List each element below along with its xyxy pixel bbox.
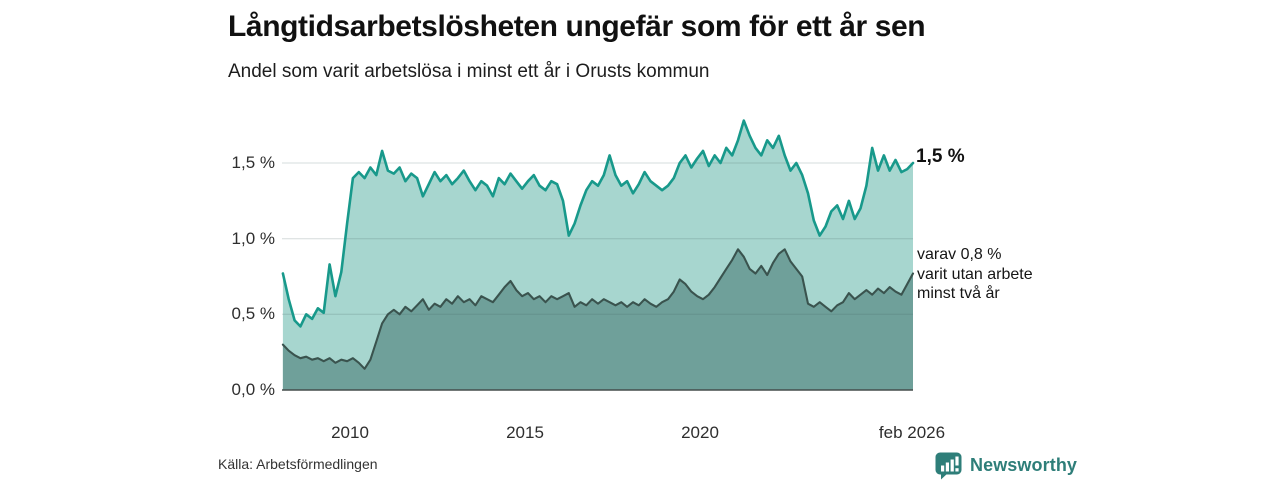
source-attribution: Källa: Arbetsförmedlingen: [218, 456, 378, 472]
series2-end-annotation: varav 0,8 % varit utan arbete minst två …: [917, 245, 1033, 304]
series2-annotation-line-3: minst två år: [917, 285, 1000, 302]
y-tick-0-5: 0,5 %: [231, 304, 275, 323]
newsworthy-logo-icon: [935, 452, 962, 480]
series-area-2: [282, 249, 913, 390]
x-tick-feb-2026: feb 2026: [878, 423, 946, 442]
x-tick-2010: 2010: [331, 423, 369, 442]
y-tick-1-0: 1,0 %: [231, 229, 275, 248]
x-tick-2020: 2020: [681, 423, 719, 442]
chart-subtitle: Andel som varit arbetslösa i minst ett å…: [228, 61, 710, 82]
series-line-1: [281, 119, 915, 328]
newsworthy-brand-text: Newsworthy: [970, 454, 1078, 475]
newsworthy-brand: Newsworthy: [934, 450, 1077, 480]
x-tick-2015: 2015: [506, 423, 544, 442]
series1-end-value-label: 1,5 %: [916, 146, 965, 167]
series2-annotation-line-1: varav 0,8 %: [917, 246, 1002, 263]
page-title: Långtidsarbetslösheten ungefär som för e…: [228, 10, 926, 43]
y-tick-0-0: 0,0 %: [231, 380, 275, 399]
series-line-2: [281, 248, 915, 370]
series2-annotation-line-2: varit utan arbete: [917, 265, 1033, 283]
y-tick-1-5: 1,5 %: [231, 153, 275, 172]
